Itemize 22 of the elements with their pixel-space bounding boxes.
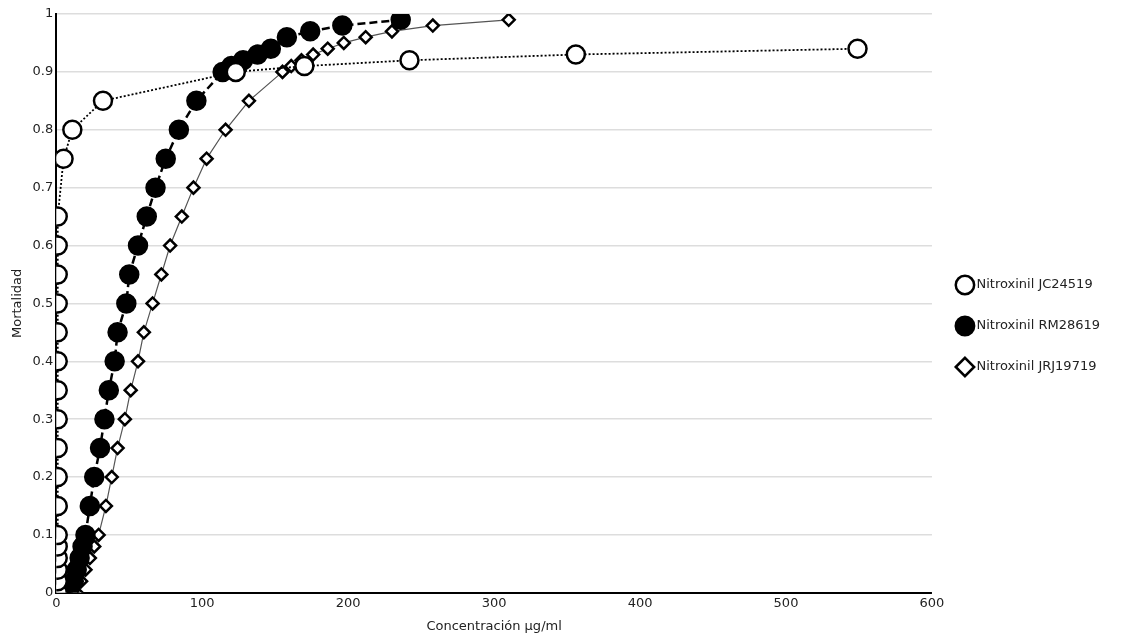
x-tick-label: 600	[919, 594, 945, 610]
x-tick-label: 100	[189, 594, 215, 610]
legend-label: Nitroxinil JRJ19719	[976, 358, 1097, 374]
y-tick-label: 0.1	[32, 526, 54, 542]
y-tick-label: 0.3	[32, 410, 54, 426]
y-tick-label: 0.2	[32, 468, 54, 484]
y-tick-label: 0.6	[32, 236, 54, 252]
y-tick-label: 0.7	[32, 179, 54, 195]
y-tick-label: 1	[44, 5, 54, 21]
y-tick-label: 0.4	[32, 352, 54, 368]
x-tick-label: 400	[627, 594, 653, 610]
y-tick-label: 0	[44, 584, 54, 600]
legend-label: Nitroxinil RM28619	[976, 317, 1101, 333]
x-axis-title: Concentración µg/ml	[426, 617, 562, 633]
y-tick-label: 0.5	[32, 294, 54, 310]
x-tick-label: 500	[773, 594, 799, 610]
x-tick-label: 200	[335, 594, 361, 610]
y-tick-label: 0.9	[32, 63, 54, 79]
y-tick-label: 0.8	[32, 121, 54, 137]
legend-label: Nitroxinil JC24519	[976, 276, 1093, 292]
y-axis-title: Mortalidad	[9, 268, 25, 339]
x-tick-label: 300	[481, 594, 507, 610]
